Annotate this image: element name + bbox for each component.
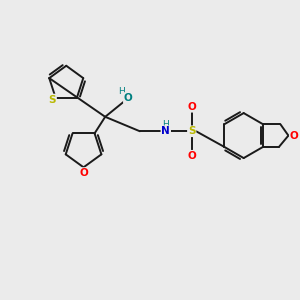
Text: O: O	[79, 168, 88, 178]
Text: O: O	[124, 93, 133, 103]
Text: H: H	[118, 87, 125, 96]
Text: O: O	[188, 151, 196, 161]
Text: S: S	[49, 94, 56, 105]
Text: O: O	[290, 130, 298, 141]
Text: S: S	[188, 126, 196, 136]
Text: N: N	[161, 126, 170, 136]
Text: O: O	[188, 102, 196, 112]
Text: H: H	[162, 120, 169, 129]
